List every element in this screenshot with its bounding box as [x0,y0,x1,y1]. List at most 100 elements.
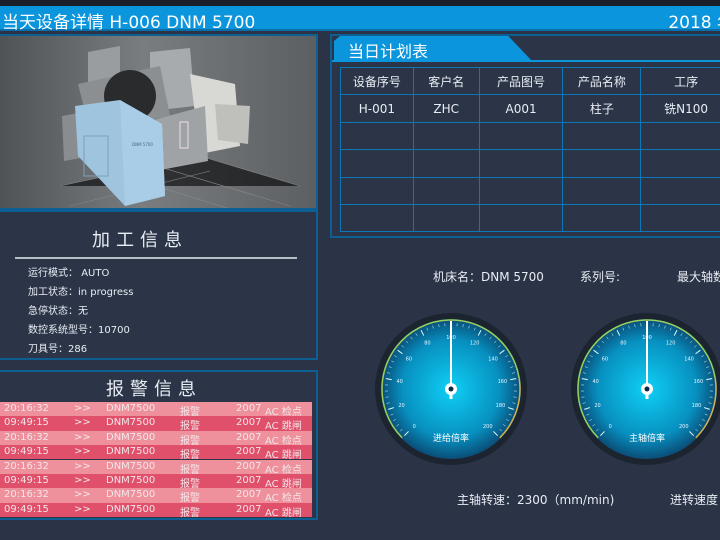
table-cell [640,176,720,205]
alarm-type: 报警 [180,407,200,418]
table-row[interactable] [340,149,720,178]
gauge-tick-label: 60 [602,356,608,362]
gauge-tick [689,431,695,437]
alarm-code: 2007 [236,475,262,486]
table-cell [478,176,564,205]
gauge-tick [405,340,409,344]
gauge-tick-label: 140 [488,356,498,362]
column-header: 产品图号 [478,66,564,96]
alarm-arrow: >> [74,417,91,429]
table-cell [340,121,414,151]
gauge-tick [634,324,636,328]
gauge-arc [499,378,521,439]
gauge-tick [473,327,476,331]
gauge-tick [694,345,697,348]
alarm-msg: AC 跳闸 [265,479,302,490]
gauge-tick [703,407,710,410]
gauge-tick [586,413,590,416]
alarm-code: 2007 [236,446,262,458]
table-cell [562,203,642,233]
table-row[interactable] [340,203,720,233]
tab-underline [332,60,720,62]
tab-label: 当日计划表 [348,42,429,61]
alarm-time: 09:49:15 [4,503,49,515]
alarm-row[interactable]: 20:16:32 >> DNM7500 报警 2007 AC 检点 [0,488,312,504]
table-row[interactable] [340,176,720,205]
gauge-tick [664,325,666,329]
gauge-tick-label: 120 [470,341,480,347]
gauge-tick [695,349,701,355]
gauge-tick [438,324,440,328]
gauge-tick [506,419,509,422]
alarm-row[interactable]: 09:49:15 >> DNM7500 报警 2007 AC 跳闸 [0,502,312,519]
gauge-tick-label: 180 [692,403,702,409]
alarm-msg: AC 检点 [265,464,302,476]
gauge-tick [680,333,683,336]
tab-daily-plan[interactable]: 当日计划表 [334,36,532,61]
table-cell [340,149,414,178]
machine-label: DNM 5700 [132,142,153,147]
column-header: 产品名称 [562,66,642,96]
top-strip [0,0,720,6]
header-date: 2018 年 [668,13,720,33]
gauge-tick [593,349,599,355]
feed-rate-gauge: 020406080100120140160180200进给倍率 [375,313,527,465]
table-row[interactable]: H-001 ZHC A001 柱子 铣N100 [340,94,720,123]
alarm-row[interactable]: 09:49:15 >> DNM7500 报警 2007 AC 跳闸 [0,445,312,461]
alarm-time: 09:49:15 [4,475,49,486]
gauge-arc [577,319,716,439]
gauge-tick [592,424,596,427]
table-cell [562,121,642,151]
alarm-row[interactable]: 09:49:15 >> DNM7500 报警 2007 AC 跳闸 [0,416,312,432]
gauge-tick-label: 80 [620,341,626,347]
gauge-tick [391,360,395,363]
gauge-tick [704,413,708,416]
alarm-machine: DNM7500 [106,489,156,501]
gauge-tick [489,336,492,340]
gauge-tick [685,336,688,340]
table-row[interactable] [340,121,720,151]
alarm-row[interactable]: 20:16:32 >> DNM7500 报警 2007 AC 检点 [0,402,312,418]
page-title: 当天设备详情 H-006 DNM 5700 [2,13,256,33]
series-number: 系列号: [580,270,621,284]
table-cell [412,121,480,151]
gauge-tick [599,431,605,437]
gauge-arc [695,378,717,439]
gauge-tick [505,355,508,358]
alarm-code: 2007 [236,503,262,515]
alarm-msg: AC 跳闸 [265,507,302,519]
gauge-tick [502,424,506,427]
table-cell [340,203,414,233]
table-cell: 柱子 [562,94,642,123]
gauge-tick [706,378,713,381]
gauge-tick-label: 80 [424,341,430,347]
alarm-row[interactable]: 20:16:32 >> DNM7500 报警 2007 AC 检点 [0,430,312,447]
alarm-type: 报警 [180,507,200,519]
spindle-rate-gauge: 020406080100120140160180200主轴倍率 [571,313,720,465]
gauge-tick [415,333,418,336]
gauge-tick [499,428,503,432]
gauge-tick-label: 120 [666,341,676,347]
feed-speed: 进转速度 [670,493,719,507]
gauge-tick [477,329,482,336]
gauge-tick [390,413,394,416]
alarm-machine: DNM7500 [106,503,156,515]
table-cell [412,176,480,205]
gauge-tick [669,327,672,331]
spindle-speed: 主轴转速：2300（mm/min) [457,493,615,507]
gauge-tick [394,355,397,358]
gauge-tick [616,329,621,336]
alarm-code: 2007 [236,460,262,472]
gauge-tick [388,366,392,368]
alarm-row[interactable]: 09:49:15 >> DNM7500 报警 2007 AC 跳闸 [0,474,312,490]
gauge-tick-label: 0 [413,424,416,430]
alarm-msg: AC 检点 [265,435,302,447]
alarm-row[interactable]: 20:16:32 >> DNM7500 报警 2007 AC 检点 [0,459,312,476]
alarm-arrow: >> [74,460,91,472]
gauge-tick [703,360,707,363]
alarm-arrow: >> [74,503,91,515]
alarm-msg: AC 检点 [265,407,302,418]
table-cell [412,203,480,233]
gauge-arc [381,319,520,439]
alarm-arrow: >> [74,403,91,414]
